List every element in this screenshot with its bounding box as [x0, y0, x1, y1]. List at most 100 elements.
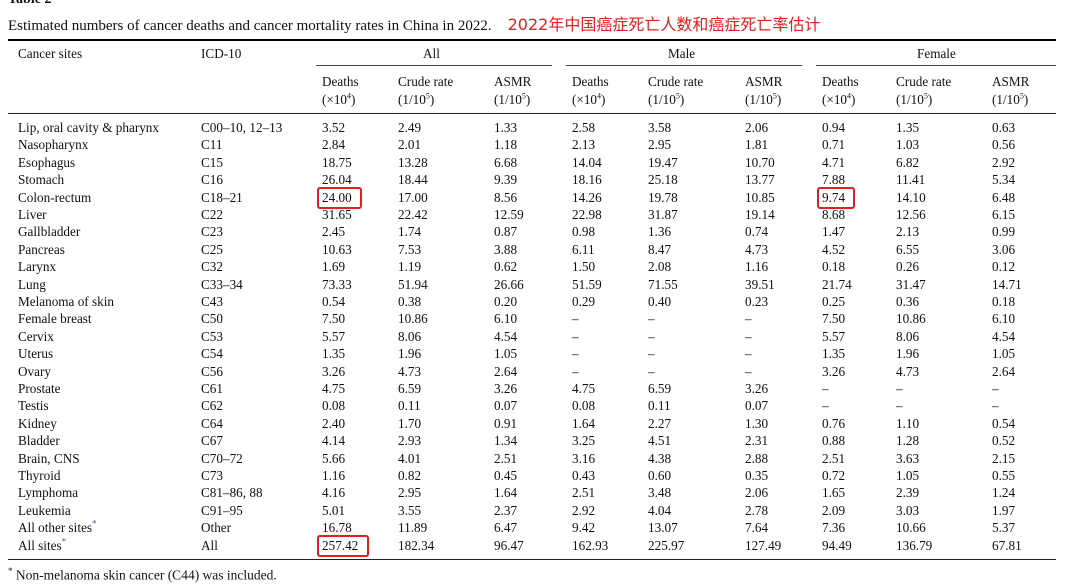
cell-value: 0.55 — [992, 468, 1016, 483]
cell-value: 4.75 — [322, 381, 346, 396]
cell-site: Esophagus — [18, 154, 76, 170]
cell-value: 6.59 — [398, 381, 422, 396]
cell-value: 0.08 — [322, 398, 346, 414]
cell-value: 3.26 — [494, 381, 518, 396]
cell-value: 225.97 — [648, 537, 685, 553]
cell-value: 1.03 — [896, 137, 920, 153]
cell-icd: C61 — [201, 381, 223, 396]
cell-value: 6.47 — [494, 520, 518, 536]
cell-value: 16.78 — [322, 520, 352, 536]
cell-value: – — [992, 381, 999, 396]
header-cancer-sites: Cancer sites — [18, 46, 83, 61]
cell-value: 0.88 — [822, 433, 846, 449]
cell-value: 2.92 — [572, 502, 596, 518]
bottom-rule — [8, 559, 1056, 560]
cell-value: 51.59 — [572, 276, 602, 292]
cell-value: 13.28 — [398, 154, 428, 170]
cell-value: 1.47 — [822, 224, 846, 240]
cell-value: 136.79 — [896, 537, 933, 553]
cell-value: 96.47 — [494, 537, 524, 553]
cell-value: 0.35 — [745, 468, 769, 483]
cell-value: 0.98 — [572, 224, 596, 240]
cell-site: Stomach — [18, 172, 65, 188]
cell-site: Female breast — [18, 311, 92, 327]
cell-value: 8.68 — [822, 207, 846, 222]
cell-value: 3.63 — [896, 450, 920, 466]
cell-value: 3.55 — [398, 502, 422, 518]
cell-value: 2.01 — [398, 137, 422, 153]
cell-value: 1.35 — [896, 120, 920, 135]
cell-value: 71.55 — [648, 276, 678, 292]
cell-value: 1.81 — [745, 137, 769, 153]
cell-value: 2.09 — [822, 502, 846, 518]
cell-value: 4.14 — [322, 433, 346, 449]
header-group-male: Male — [668, 46, 696, 61]
cell-icd: C53 — [201, 328, 223, 344]
cell-value: 11.89 — [398, 520, 428, 536]
cell-value: 94.49 — [822, 537, 852, 553]
cell-value: 4.73 — [398, 363, 422, 379]
cell-value: 10.85 — [745, 189, 775, 205]
header-sub-unit: (1/105) — [494, 91, 531, 107]
cell-value: 18.44 — [398, 172, 428, 188]
cell-value: 1.33 — [494, 120, 518, 135]
cell-value: 2.37 — [494, 502, 518, 518]
cell-site: Lymphoma — [18, 485, 79, 501]
cell-value: 3.88 — [494, 241, 518, 257]
cell-value: 26.66 — [494, 276, 524, 292]
cell-value: 0.18 — [822, 259, 846, 275]
cell-value: 1.74 — [398, 224, 422, 240]
cell-value: 0.20 — [494, 294, 518, 309]
cell-site: Pancreas — [18, 241, 65, 257]
cell-value: 51.94 — [398, 276, 428, 292]
header-sub-unit: (1/105) — [992, 91, 1029, 107]
cell-value: 19.47 — [648, 154, 678, 170]
cell-value: 11.41 — [896, 172, 926, 188]
header-unit-exponent: 4 — [847, 91, 852, 101]
footnote-mark: * — [8, 566, 13, 576]
cell-value: 2.84 — [322, 137, 346, 153]
cell-value: 0.54 — [992, 415, 1016, 431]
cell-value: 5.34 — [992, 172, 1016, 188]
header-unit-exponent: 5 — [772, 91, 777, 101]
cell-value: 8.06 — [398, 328, 422, 344]
cell-site: Bladder — [18, 433, 60, 449]
cell-value: 25.18 — [648, 172, 678, 188]
cell-value: 6.82 — [896, 154, 920, 170]
cell-icd: C32 — [201, 259, 223, 275]
cell-value: 14.04 — [572, 154, 602, 170]
cell-value: 5.01 — [322, 502, 346, 518]
cell-value: 1.96 — [398, 346, 422, 362]
highlight-box — [317, 534, 370, 557]
header-unit-exponent: 5 — [1019, 91, 1024, 101]
table-label: Table 2 — [8, 0, 51, 8]
cell-value: 6.68 — [494, 154, 518, 170]
cell-value: 10.63 — [322, 241, 352, 257]
cell-value: 0.87 — [494, 224, 518, 240]
cell-value: 1.16 — [322, 468, 346, 483]
cell-value: 26.04 — [322, 172, 352, 188]
cell-value: 0.18 — [992, 294, 1016, 309]
cell-site: Brain, CNS — [18, 450, 80, 466]
cell-value: 0.11 — [398, 398, 421, 414]
asterisk-mark: * — [61, 536, 67, 547]
cell-icd: C56 — [201, 363, 223, 379]
cell-site: All sites* — [18, 536, 67, 553]
cell-value: – — [572, 346, 579, 362]
header-sub-unit: (×104) — [822, 91, 856, 107]
cell-value: 7.53 — [398, 241, 422, 257]
header-sub-label: Deaths — [572, 74, 609, 89]
cell-value: 9.42 — [572, 520, 596, 536]
cell-value: 1.30 — [745, 415, 769, 431]
header-group-rule — [316, 65, 552, 66]
cell-value: 4.01 — [398, 450, 422, 466]
cell-site: Uterus — [18, 346, 54, 362]
cell-value: – — [572, 311, 579, 327]
cell-value: 6.10 — [494, 311, 518, 327]
header-group-all: All — [423, 46, 440, 61]
cell-value: 0.07 — [494, 398, 518, 414]
header-sub-unit: (×104) — [322, 91, 356, 107]
cell-icd: C91–95 — [201, 502, 243, 518]
cell-value: 31.87 — [648, 207, 678, 222]
cell-value: 14.10 — [896, 189, 926, 205]
